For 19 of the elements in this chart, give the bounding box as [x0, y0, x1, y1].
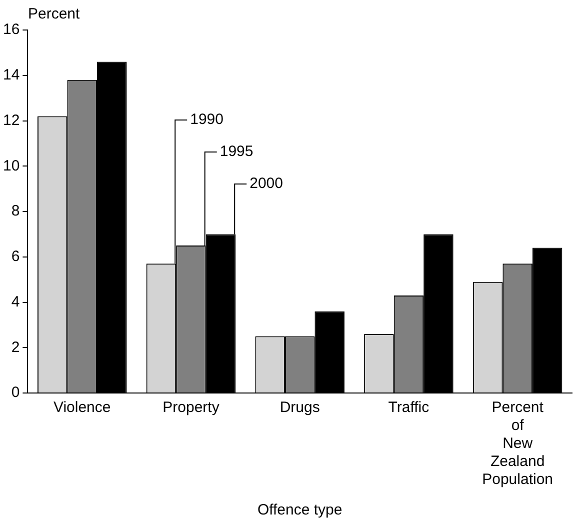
y-tick-label: 16 — [2, 21, 20, 38]
x-axis-title: Offence type — [257, 502, 342, 519]
text: 1990 — [190, 111, 224, 128]
y-tick-label: 2 — [11, 338, 20, 356]
y-tick-label: 6 — [11, 248, 20, 266]
x-tick-label: Drugs — [280, 399, 320, 416]
x-tick-label: Percent of New Zealand Population — [482, 399, 554, 488]
x-tick-label: Violence — [53, 399, 111, 416]
y-tick-label: 0 — [11, 384, 20, 402]
x-tick-label: Property — [162, 399, 220, 416]
y-tick-label: 8 — [11, 202, 20, 220]
text: 1995 — [220, 143, 254, 160]
y-tick-label: 4 — [11, 293, 20, 310]
text: 2000 — [250, 175, 283, 192]
y-tick-label: 12 — [2, 112, 20, 129]
y-tick-label: 10 — [2, 157, 20, 174]
y-axis-title: Percent — [28, 6, 81, 23]
y-tick-label: 14 — [2, 66, 20, 84]
x-tick-label: Traffic — [388, 399, 430, 416]
